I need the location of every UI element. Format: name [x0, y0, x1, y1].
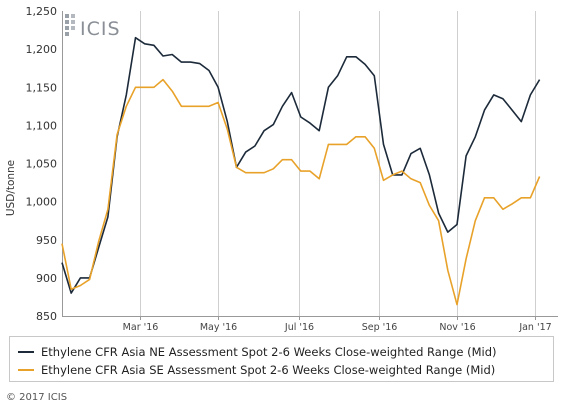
- x-tick-label: Jan '17: [518, 322, 551, 333]
- legend-label-se: Ethylene CFR Asia SE Assessment Spot 2-6…: [41, 363, 496, 377]
- series-line-se[interactable]: [61, 78, 541, 306]
- legend-label-ne: Ethylene CFR Asia NE Assessment Spot 2-6…: [41, 345, 497, 359]
- series-lines: [61, 36, 541, 306]
- series-line-ne[interactable]: [61, 36, 541, 294]
- logo-text: ICIS: [80, 18, 121, 40]
- x-tick-label: Mar '16: [123, 322, 159, 333]
- y-tick-label: 1,250: [26, 5, 58, 18]
- y-tick-label: 1,150: [26, 81, 58, 94]
- y-tick-label: 900: [36, 272, 57, 285]
- x-tick-label: Sep '16: [362, 322, 398, 333]
- axes: [62, 11, 558, 320]
- icis-logo: ICIS: [65, 14, 121, 40]
- grid-lines: [140, 11, 536, 316]
- copyright-text: © 2017 ICIS: [6, 392, 68, 403]
- legend-swatch-ne: [18, 351, 34, 353]
- legend-swatch-se: [18, 369, 34, 371]
- y-tick-label: 950: [36, 234, 57, 247]
- logo-mark-icon: [65, 14, 75, 36]
- y-tick-label: 1,000: [26, 196, 58, 209]
- x-tick-label: Nov '16: [439, 322, 475, 333]
- legend-item-ne[interactable]: Ethylene CFR Asia NE Assessment Spot 2-6…: [18, 344, 497, 360]
- y-tick-label: 850: [36, 310, 57, 323]
- legend-item-se[interactable]: Ethylene CFR Asia SE Assessment Spot 2-6…: [18, 362, 495, 378]
- tick-labels: Mar '16 May '16 Jul '16 Sep '16 Nov '16 Jan '…: [26, 5, 552, 333]
- y-tick-label: 1,050: [26, 158, 58, 171]
- x-tick-label: May '16: [200, 322, 237, 333]
- y-tick-label: 1,100: [26, 119, 58, 132]
- x-tick-label: Jul '16: [284, 322, 314, 333]
- legend: Ethylene CFR Asia NE Assessment Spot 2-6…: [9, 336, 554, 382]
- y-axis-label: USD/tonne: [5, 160, 17, 216]
- y-tick-label: 1,200: [26, 43, 58, 56]
